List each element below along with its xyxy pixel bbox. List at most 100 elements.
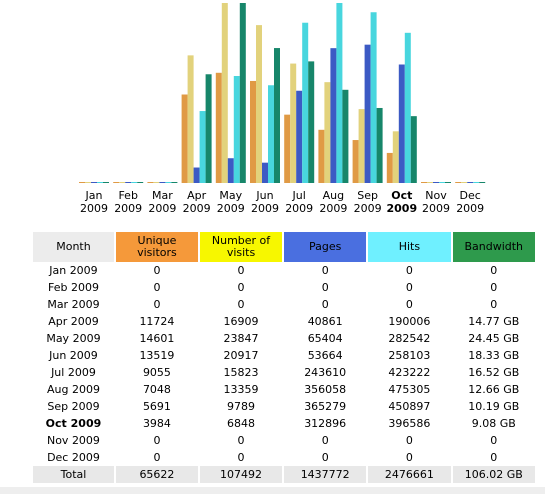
bar [302, 22, 309, 184]
column-header: Pages [284, 232, 367, 262]
bar [290, 63, 297, 183]
value-cell: 356058 [304, 383, 347, 396]
year-label: 2009 [80, 202, 108, 215]
value-cell: 0 [321, 281, 329, 294]
header-row: Month Unique visitors Number of visits Page… [33, 232, 535, 262]
bar [137, 182, 144, 183]
month-row: Jul 2009 9055 15823 243610 423222 16.52 GB [33, 364, 535, 381]
month-label: Dec [460, 189, 481, 202]
month-name: Aug [46, 383, 69, 396]
value-cell: 475305 [388, 383, 431, 396]
month-label: Sep [357, 189, 378, 202]
bar [113, 182, 120, 183]
month-row: Sep 2009 5691 9789 365279 450897 10.19 GB [33, 398, 535, 415]
value-cell: 53664 [307, 349, 343, 362]
bar [284, 114, 291, 183]
value-cell: 24.45 GB [468, 332, 520, 345]
bar [97, 182, 103, 183]
chart: Jan2009Feb2009Mar2009Apr2009May2009Jun20… [79, 3, 486, 215]
year-label: 2009 [148, 202, 176, 215]
bar [91, 182, 97, 183]
value-cell: 12.66 GB [468, 383, 520, 396]
value-cell: 14.77 GB [468, 315, 520, 328]
value-cell: 0 [321, 298, 329, 311]
bar [352, 140, 359, 183]
month-year: 2009 [71, 434, 100, 447]
bar [376, 107, 383, 183]
bar [215, 72, 222, 183]
month-name: Mar [47, 298, 69, 311]
value-cell: 396586 [388, 417, 431, 430]
month-year: 2009 [69, 349, 98, 362]
bar [308, 61, 315, 183]
month-row: Nov 2009 0 0 0 0 0 [33, 432, 535, 449]
bar [268, 85, 274, 183]
month-name: Dec [47, 451, 69, 464]
footer-band [0, 487, 545, 494]
bar [455, 182, 462, 183]
month-name: Sep [47, 400, 69, 413]
bar [233, 76, 240, 183]
month-name: Jul [51, 366, 65, 379]
year-label: 2009 [114, 202, 142, 215]
value-cell: 243610 [304, 366, 347, 379]
bar [153, 182, 160, 183]
value-cell: 11724 [139, 315, 175, 328]
month-cell: Jul 2009 [33, 364, 114, 381]
month-row: Jan 2009 0 0 0 0 0 [33, 262, 535, 279]
year-label: 2009 [251, 202, 279, 215]
month-cell: Jun 2009 [33, 347, 114, 364]
month-year: 2009 [69, 264, 98, 277]
value-cell: 23847 [223, 332, 259, 345]
value-cell: 312896 [304, 417, 347, 430]
value-cell: 0 [405, 264, 413, 277]
bar [199, 111, 206, 183]
value-cell: 450897 [388, 400, 431, 413]
month-year: 2009 [71, 400, 100, 413]
value-cell: 0 [405, 281, 413, 294]
year-label: 2009 [354, 202, 382, 215]
bar [433, 182, 439, 183]
value-cell: 16.52 GB [468, 366, 520, 379]
value-cell: 9789 [227, 400, 256, 413]
bar [159, 182, 166, 183]
month-cell: Feb 2009 [33, 279, 114, 296]
bar [131, 182, 138, 183]
month-row: Aug 2009 7048 13359 356058 475305 12.66 GB [33, 381, 535, 398]
value-cell: 0 [490, 451, 498, 464]
bar [221, 3, 228, 183]
month-row: Feb 2009 0 0 0 0 0 [33, 279, 535, 296]
bar [119, 182, 126, 183]
bar [410, 116, 417, 183]
value-cell: 0 [237, 264, 245, 277]
month-cell: Mar 2009 [33, 296, 114, 313]
value-cell: 7048 [142, 383, 171, 396]
bar [427, 182, 433, 183]
month-name: Nov [46, 434, 69, 447]
total-row: Total 65622 107492 1437772 2476661 106.02 GB [33, 466, 535, 483]
month-label: Feb [118, 189, 137, 202]
value-cell: 365279 [304, 400, 347, 413]
month-year: 2009 [72, 332, 101, 345]
month-year: 2009 [70, 315, 99, 328]
bar [370, 12, 377, 184]
month-label: Nov [425, 189, 447, 202]
column-header: Month [33, 232, 114, 262]
month-row: Mar 2009 0 0 0 0 0 [33, 296, 535, 313]
month-name: Jun [49, 349, 67, 362]
bar [296, 90, 303, 183]
value-cell: 0 [153, 264, 161, 277]
total-cell: 1437772 [284, 466, 367, 483]
bar [386, 152, 393, 183]
bar [445, 182, 451, 183]
bar [318, 129, 325, 183]
bar [342, 89, 349, 183]
year-label: 2009 [285, 202, 313, 215]
value-cell: 0 [237, 451, 245, 464]
total-cell: 65622 [115, 466, 198, 483]
bar [404, 32, 411, 183]
month-name: Jan [49, 264, 67, 277]
month-table: Month Unique visitors Number of visits Page… [31, 232, 537, 483]
bar [398, 64, 405, 183]
value-cell: 9055 [142, 366, 171, 379]
